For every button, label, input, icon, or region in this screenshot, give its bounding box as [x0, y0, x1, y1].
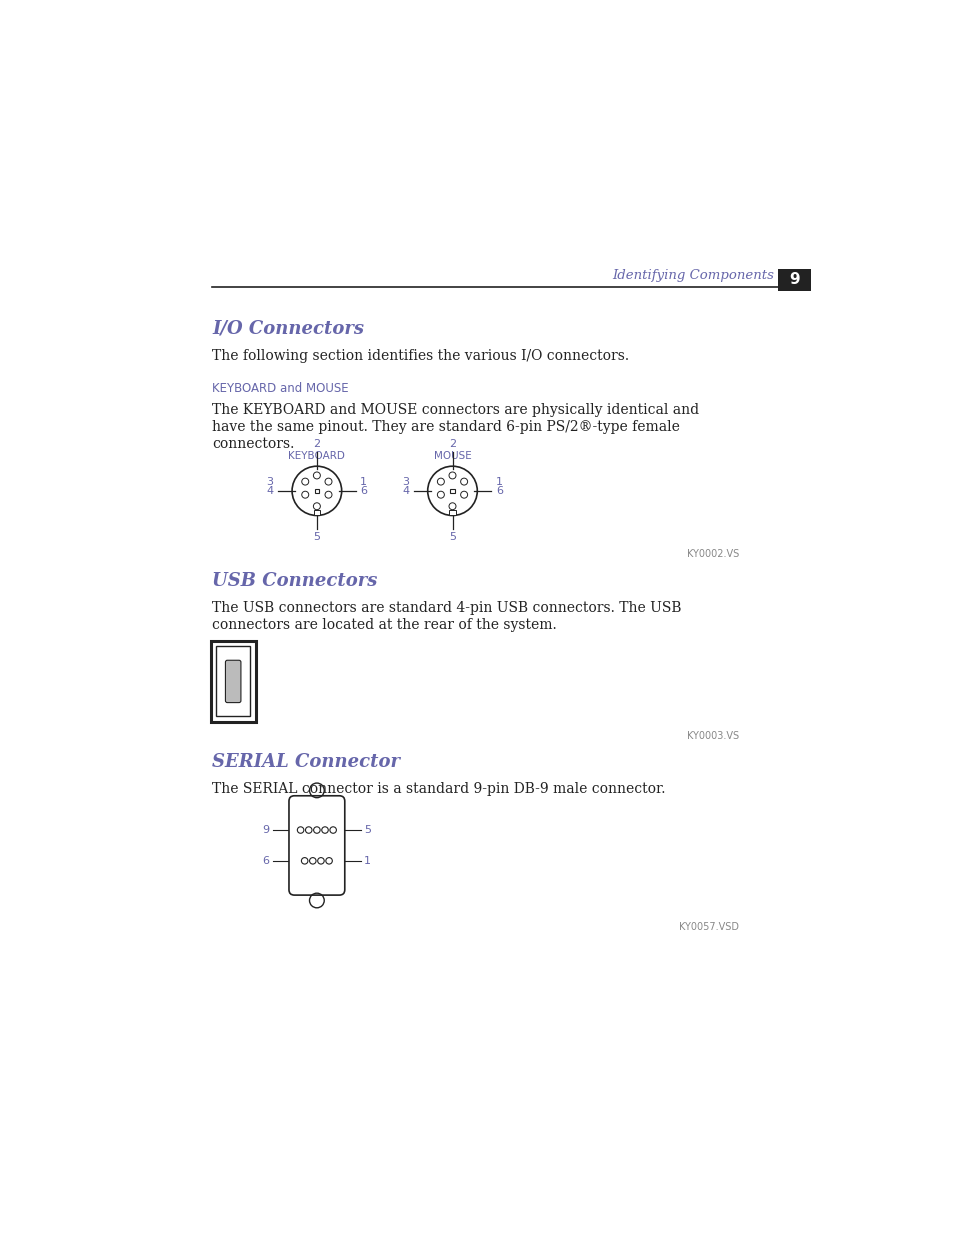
Text: 6: 6 [496, 485, 502, 495]
Bar [449, 510, 456, 515]
Text: 6: 6 [262, 856, 270, 866]
Bar [450, 489, 455, 493]
Text: 4: 4 [266, 485, 274, 495]
Text: 1: 1 [360, 477, 367, 487]
Bar [314, 489, 318, 493]
Text: The USB connectors are standard 4-pin USB connectors. The USB: The USB connectors are standard 4-pin US… [212, 601, 681, 615]
Text: KY0003.VS: KY0003.VS [686, 731, 739, 741]
Text: MOUSE: MOUSE [434, 451, 471, 461]
Text: 1: 1 [496, 477, 502, 487]
FancyBboxPatch shape [778, 269, 810, 290]
Text: connectors.: connectors. [212, 437, 294, 451]
Text: 9: 9 [262, 825, 270, 835]
Text: 4: 4 [401, 485, 409, 495]
Text: 2: 2 [449, 440, 456, 450]
Text: 6: 6 [360, 485, 367, 495]
Text: have the same pinout. They are standard 6-pin PS/2®-type female: have the same pinout. They are standard … [212, 420, 679, 433]
Text: 3: 3 [266, 477, 274, 487]
Text: I/O Connectors: I/O Connectors [212, 320, 364, 338]
Text: connectors are located at the rear of the system.: connectors are located at the rear of th… [212, 618, 557, 632]
Text: KEYBOARD: KEYBOARD [288, 451, 345, 461]
Text: The following section identifies the various I/O connectors.: The following section identifies the var… [212, 350, 629, 363]
Text: SERIAL Connector: SERIAL Connector [212, 752, 400, 771]
FancyBboxPatch shape [216, 646, 250, 716]
FancyBboxPatch shape [225, 661, 241, 703]
Text: 1: 1 [364, 856, 371, 866]
Text: The SERIAL connector is a standard 9-pin DB-9 male connector.: The SERIAL connector is a standard 9-pin… [212, 782, 665, 795]
Text: USB Connectors: USB Connectors [212, 572, 377, 589]
Text: 5: 5 [313, 532, 320, 542]
FancyBboxPatch shape [289, 795, 344, 895]
Text: 9: 9 [788, 273, 799, 288]
Text: 5: 5 [449, 532, 456, 542]
Text: KY0002.VS: KY0002.VS [686, 548, 739, 558]
Text: Identifying Components: Identifying Components [612, 269, 773, 282]
Text: 3: 3 [401, 477, 409, 487]
Text: KEYBOARD and MOUSE: KEYBOARD and MOUSE [212, 382, 349, 394]
Text: KY0057.VSD: KY0057.VSD [679, 921, 739, 931]
Bar [314, 510, 319, 515]
Text: 5: 5 [364, 825, 371, 835]
Text: 2: 2 [313, 440, 320, 450]
Text: The KEYBOARD and MOUSE connectors are physically identical and: The KEYBOARD and MOUSE connectors are ph… [212, 403, 699, 417]
FancyBboxPatch shape [211, 641, 255, 721]
